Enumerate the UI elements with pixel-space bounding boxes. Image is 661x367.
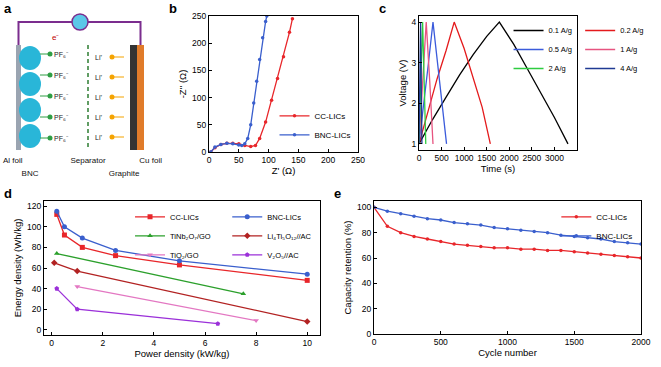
- svg-text:BNC-LICs: BNC-LICs: [315, 131, 351, 140]
- svg-text:40: 40: [362, 278, 372, 288]
- svg-text:TiO₂/GO: TiO₂/GO: [170, 251, 199, 260]
- svg-text:PF₆⁻: PF₆⁻: [54, 135, 69, 142]
- svg-text:40: 40: [32, 284, 42, 294]
- svg-text:BNC-LICs: BNC-LICs: [596, 232, 632, 241]
- svg-text:1000: 1000: [498, 337, 517, 347]
- svg-text:PF₆⁻: PF₆⁻: [54, 114, 69, 121]
- svg-text:0: 0: [202, 147, 207, 157]
- svg-text:500: 500: [434, 337, 448, 347]
- svg-text:0.1 A/g: 0.1 A/g: [549, 26, 572, 35]
- svg-text:Li⁺: Li⁺: [95, 94, 103, 101]
- svg-text:e⁻: e⁻: [52, 33, 59, 42]
- html-text:c: c: [379, 1, 387, 16]
- svg-text:Li⁺: Li⁺: [95, 114, 103, 121]
- svg-text:Li₄Ti₅O₁₂//AC: Li₄Ti₅O₁₂//AC: [267, 232, 311, 241]
- svg-text:80: 80: [32, 242, 42, 252]
- svg-text:200: 200: [192, 38, 206, 48]
- svg-text:Power density (kW/kg): Power density (kW/kg): [134, 348, 229, 359]
- svg-text:100: 100: [27, 222, 41, 232]
- svg-text:0.5 A/g: 0.5 A/g: [549, 45, 572, 54]
- svg-text:Separator: Separator: [70, 156, 105, 165]
- svg-text:50: 50: [197, 120, 207, 130]
- svg-text:150: 150: [291, 155, 305, 165]
- svg-text:4: 4: [152, 338, 157, 348]
- svg-text:4: 4: [412, 17, 417, 27]
- svg-text:3: 3: [412, 58, 417, 68]
- svg-text:Li⁺: Li⁺: [95, 54, 103, 61]
- svg-text:6: 6: [203, 338, 208, 348]
- svg-text:2500: 2500: [522, 153, 541, 163]
- svg-text:2000: 2000: [500, 153, 519, 163]
- svg-text:0: 0: [417, 153, 422, 163]
- svg-text:Voltage (V): Voltage (V): [397, 60, 408, 107]
- svg-text:Li⁺: Li⁺: [95, 134, 103, 141]
- svg-text:2: 2: [412, 98, 417, 108]
- svg-text:100: 100: [357, 202, 371, 212]
- svg-text:Time (s): Time (s): [481, 163, 515, 174]
- svg-text:3000: 3000: [545, 153, 564, 163]
- svg-text:250: 250: [351, 155, 365, 165]
- html-text:e: e: [334, 186, 342, 201]
- svg-text:BNC-LICs: BNC-LICs: [267, 213, 301, 222]
- svg-text:Graphite: Graphite: [109, 169, 140, 178]
- svg-text:BNC: BNC: [22, 169, 39, 178]
- svg-text:Capacity retention (%): Capacity retention (%): [342, 221, 353, 315]
- html-text:d: d: [4, 186, 12, 201]
- svg-text:0: 0: [372, 337, 377, 347]
- svg-text:2: 2: [100, 338, 105, 348]
- svg-text:10: 10: [302, 338, 312, 348]
- html-text:b: b: [169, 1, 177, 16]
- svg-text:CC-LICs: CC-LICs: [170, 213, 199, 222]
- svg-text:60: 60: [32, 263, 42, 273]
- svg-text:1 A/g: 1 A/g: [620, 45, 637, 54]
- svg-text:150: 150: [192, 65, 206, 75]
- svg-text:1500: 1500: [477, 153, 496, 163]
- svg-text:PF₆⁻: PF₆⁻: [54, 51, 69, 58]
- svg-text:1: 1: [412, 139, 417, 149]
- svg-text:200: 200: [321, 155, 335, 165]
- svg-text:0: 0: [37, 325, 42, 335]
- svg-text:Cycle number: Cycle number: [478, 347, 537, 358]
- svg-text:Al foil: Al foil: [3, 156, 23, 165]
- svg-text:4 A/g: 4 A/g: [620, 64, 637, 73]
- svg-text:0: 0: [49, 338, 54, 348]
- svg-text:50: 50: [234, 155, 244, 165]
- svg-text:V₂O₅//AC: V₂O₅//AC: [267, 251, 299, 260]
- svg-text:CC-LICs: CC-LICs: [315, 112, 346, 121]
- svg-text:1500: 1500: [565, 337, 584, 347]
- svg-text:120: 120: [27, 201, 41, 211]
- svg-text:TiNb₂O₇/GO: TiNb₂O₇/GO: [170, 232, 211, 241]
- svg-text:100: 100: [192, 93, 206, 103]
- svg-text:Energy density (Wh/kg): Energy density (Wh/kg): [12, 219, 23, 318]
- svg-text:2000: 2000: [632, 337, 651, 347]
- svg-text:Li⁺: Li⁺: [95, 74, 103, 81]
- svg-text:0: 0: [207, 155, 212, 165]
- svg-text:20: 20: [362, 304, 372, 314]
- svg-text:20: 20: [32, 304, 42, 314]
- html-text:a: a: [4, 1, 12, 16]
- svg-text:PF₆⁻: PF₆⁻: [54, 72, 69, 79]
- svg-text:2 A/g: 2 A/g: [549, 64, 566, 73]
- svg-text:CC-LICs: CC-LICs: [596, 213, 627, 222]
- svg-text:PF₆⁻: PF₆⁻: [54, 93, 69, 100]
- svg-text:60: 60: [362, 253, 372, 263]
- svg-text:80: 80: [362, 228, 372, 238]
- svg-text:1000: 1000: [455, 153, 474, 163]
- svg-text:Z' (Ω): Z' (Ω): [272, 165, 296, 176]
- svg-text:Cu foil: Cu foil: [139, 156, 162, 165]
- svg-text:500: 500: [434, 153, 448, 163]
- svg-text:100: 100: [262, 155, 276, 165]
- svg-text:-Z'' (Ω): -Z'' (Ω): [177, 70, 188, 99]
- svg-text:0: 0: [367, 329, 372, 339]
- svg-text:0.2 A/g: 0.2 A/g: [620, 26, 643, 35]
- svg-text:250: 250: [192, 11, 206, 21]
- svg-text:8: 8: [254, 338, 259, 348]
